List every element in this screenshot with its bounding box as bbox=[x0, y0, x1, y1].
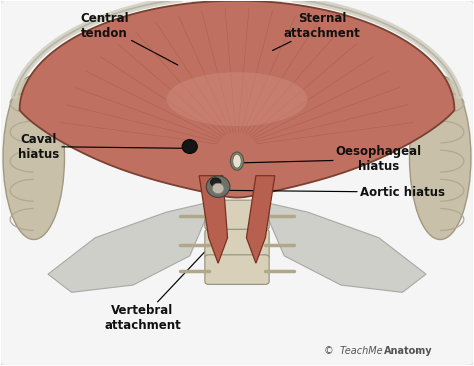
Text: Anatomy: Anatomy bbox=[383, 346, 432, 356]
Ellipse shape bbox=[206, 176, 230, 197]
Polygon shape bbox=[246, 176, 275, 263]
Polygon shape bbox=[19, 1, 455, 198]
Text: Central
tendon: Central tendon bbox=[81, 12, 178, 65]
Ellipse shape bbox=[233, 154, 241, 168]
Text: ™: ™ bbox=[413, 350, 420, 356]
FancyBboxPatch shape bbox=[205, 255, 269, 284]
Ellipse shape bbox=[182, 139, 197, 153]
Text: Oesophageal
hiatus: Oesophageal hiatus bbox=[240, 145, 422, 173]
Ellipse shape bbox=[230, 152, 244, 170]
Polygon shape bbox=[48, 201, 213, 292]
FancyBboxPatch shape bbox=[205, 229, 269, 259]
Text: Vertebral
attachment: Vertebral attachment bbox=[104, 240, 216, 332]
Text: Aortic hiatus: Aortic hiatus bbox=[221, 186, 445, 199]
Polygon shape bbox=[199, 176, 228, 263]
Ellipse shape bbox=[210, 178, 221, 187]
Text: Caval
hiatus: Caval hiatus bbox=[18, 132, 187, 161]
Ellipse shape bbox=[3, 75, 64, 239]
Ellipse shape bbox=[212, 183, 224, 194]
Ellipse shape bbox=[166, 72, 308, 127]
Text: Sternal
attachment: Sternal attachment bbox=[273, 12, 360, 51]
Ellipse shape bbox=[410, 75, 471, 239]
Text: ©  TeachMe: © TeachMe bbox=[324, 346, 383, 356]
Polygon shape bbox=[261, 201, 426, 292]
FancyBboxPatch shape bbox=[205, 200, 269, 230]
